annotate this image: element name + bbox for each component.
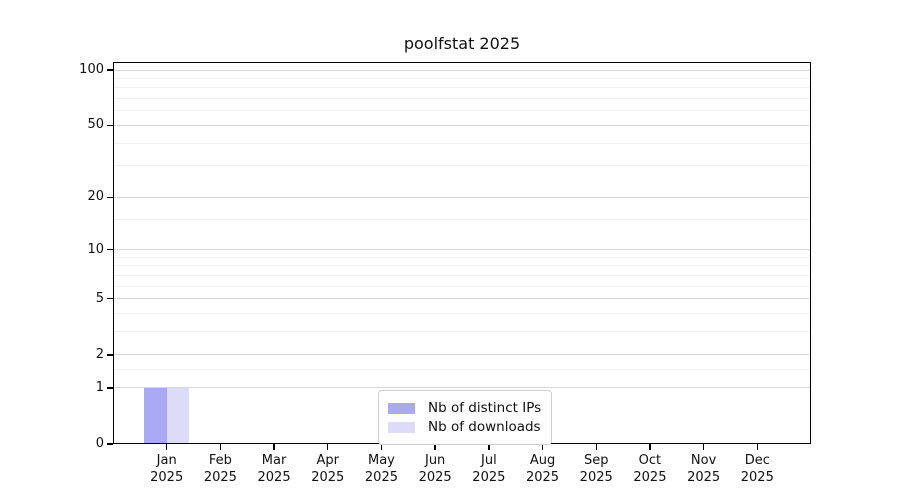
minor-gridline [113, 77, 811, 79]
x-tick-label: Sep 2025 [556, 452, 636, 486]
x-tick-month: May [368, 453, 395, 468]
x-tick-label: Oct 2025 [610, 452, 690, 486]
major-gridline [113, 387, 811, 389]
x-tick-month: Feb [208, 453, 232, 468]
legend-item-distinct-ips: Nb of distinct IPs [388, 400, 541, 416]
y-tick-label: 2 [95, 346, 104, 362]
minor-gridline [113, 98, 811, 100]
x-tick-month: Mar [261, 453, 287, 468]
minor-gridline [113, 87, 811, 89]
x-tick-label: Nov 2025 [664, 452, 744, 486]
minor-gridline [113, 110, 811, 112]
x-tick-label: Apr 2025 [288, 452, 368, 486]
y-tick-mark [107, 354, 113, 356]
x-tick-month: Sep [583, 453, 609, 468]
major-gridline [113, 124, 811, 126]
y-tick-mark [107, 124, 113, 127]
x-tick-mark [756, 444, 758, 450]
minor-gridline [113, 369, 811, 371]
x-tick-mark [165, 444, 168, 450]
x-tick-month: Apr [316, 453, 340, 468]
x-tick-year: 2025 [311, 470, 345, 485]
x-tick-year: 2025 [525, 470, 560, 485]
y-tick-label: 10 [87, 241, 104, 257]
y-tick-label: 20 [87, 189, 104, 205]
x-tick-mark [488, 444, 490, 450]
x-tick-mark [273, 444, 275, 450]
x-tick-mark [541, 444, 544, 450]
x-tick-year: 2025 [472, 470, 506, 485]
x-tick-label: May 2025 [341, 452, 421, 486]
x-tick-label: Aug 2025 [503, 452, 583, 486]
x-tick-mark [595, 444, 597, 450]
x-tick-year: 2025 [203, 470, 237, 485]
x-tick-mark [327, 444, 329, 450]
legend-swatch-downloads [388, 421, 415, 433]
legend-label-distinct-ips: Nb of distinct IPs [428, 400, 542, 416]
y-tick-label: 100 [79, 62, 104, 77]
y-tick-label: 0 [95, 436, 104, 451]
minor-gridline [113, 274, 811, 276]
x-tick-year: 2025 [150, 470, 184, 485]
minor-gridline [113, 256, 811, 258]
legend-label-downloads: Nb of downloads [428, 419, 541, 435]
x-tick-year: 2025 [633, 470, 667, 485]
x-tick-label: Dec 2025 [717, 452, 797, 486]
y-tick-mark [107, 248, 113, 251]
y-tick-label: 50 [87, 117, 104, 133]
x-tick-year: 2025 [364, 470, 398, 485]
x-tick-month: Aug [529, 453, 556, 468]
x-tick-year: 2025 [257, 470, 291, 485]
major-gridline [113, 249, 811, 251]
y-tick-mark [107, 196, 113, 198]
x-tick-month: Nov [690, 453, 717, 468]
x-tick-year: 2025 [740, 470, 774, 485]
major-gridline [113, 196, 811, 198]
x-tick-mark [380, 444, 383, 450]
minor-gridline [113, 218, 811, 220]
x-tick-month: Oct [638, 453, 662, 468]
x-tick-mark [702, 444, 705, 450]
x-tick-month: Jun [424, 453, 446, 468]
x-tick-label: Feb 2025 [180, 452, 260, 486]
minor-gridline [113, 331, 811, 333]
major-gridline [113, 354, 811, 356]
y-tick-mark [107, 298, 113, 300]
x-tick-month: Dec [744, 453, 770, 468]
x-tick-label: Jul 2025 [449, 452, 529, 486]
y-tick-label: 5 [95, 290, 104, 306]
x-tick-label: Mar 2025 [234, 452, 314, 486]
minor-gridline [113, 265, 811, 267]
x-tick-mark [434, 444, 436, 450]
x-tick-month: Jan [156, 453, 177, 468]
bar-nb-of-distinct-ips [144, 387, 167, 444]
x-tick-year: 2025 [687, 470, 721, 485]
legend-item-downloads: Nb of downloads [388, 419, 541, 435]
plot-area [113, 62, 811, 444]
y-tick-label: 1 [95, 379, 104, 395]
x-tick-mark [649, 444, 651, 450]
x-tick-mark [219, 444, 222, 450]
y-tick-mark [107, 387, 113, 389]
minor-gridline [113, 285, 811, 287]
legend: Nb of distinct IPs Nb of downloads [378, 390, 553, 445]
legend-swatch-distinct-ips [388, 402, 415, 414]
x-tick-month: Jul [481, 453, 497, 468]
major-gridline [113, 69, 811, 71]
x-tick-year: 2025 [579, 470, 613, 485]
minor-gridline [113, 165, 811, 167]
minor-gridline [113, 142, 811, 144]
bar-nb-of-downloads [166, 387, 190, 444]
y-tick-mark [107, 443, 113, 445]
x-tick-label: Jan 2025 [127, 452, 207, 486]
chart-title: poolfstat 2025 [403, 34, 521, 53]
minor-gridline [113, 313, 811, 315]
x-tick-label: Jun 2025 [395, 452, 475, 486]
x-tick-year: 2025 [418, 470, 452, 485]
y-tick-mark [107, 69, 113, 71]
major-gridline [113, 298, 811, 300]
